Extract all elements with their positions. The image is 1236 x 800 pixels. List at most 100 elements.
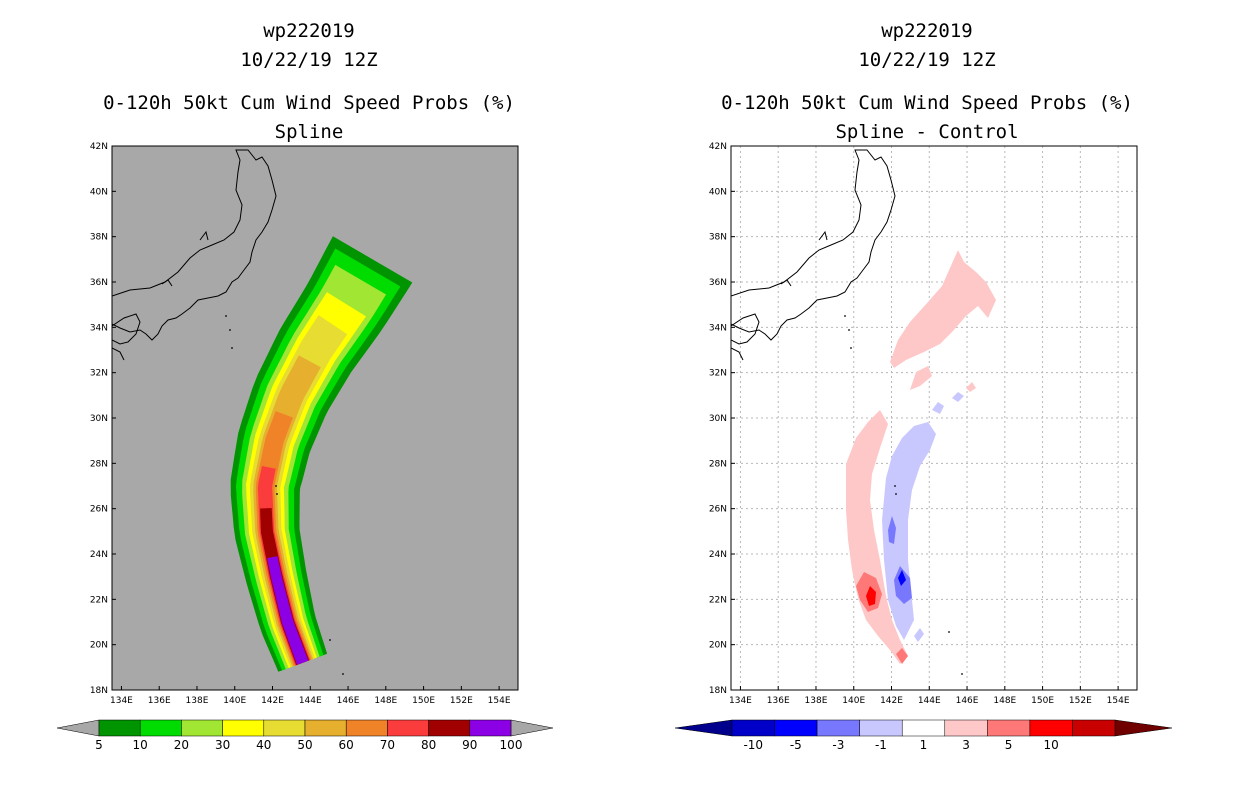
left-x-tick-label: 148E xyxy=(374,696,397,706)
colorbar-swatch xyxy=(987,719,1031,737)
left-y-tick-label: 26N xyxy=(90,505,108,515)
prob-band-80 xyxy=(260,508,310,666)
colorbar-swatch xyxy=(263,719,306,737)
colorbar-swatch xyxy=(901,719,946,737)
right-x-tick-label: 138E xyxy=(805,696,828,706)
negative-diff-core-north xyxy=(888,516,896,544)
left-y-tick-label: 20N xyxy=(90,641,108,651)
left-title-method: Spline xyxy=(275,121,344,143)
colorbar-low-arrow xyxy=(56,719,100,737)
colorbar-label: 100 xyxy=(500,738,523,752)
left-y-tick-label: 42N xyxy=(90,142,108,152)
left-y-tick-label: 32N xyxy=(90,369,108,379)
colorbar-swatch xyxy=(774,719,818,737)
colorbar-swatch xyxy=(139,719,182,737)
right-x-tick-label: 146E xyxy=(956,696,979,706)
colorbar-label: 80 xyxy=(421,738,436,752)
negative-diff-peak xyxy=(898,570,906,586)
right-title-product: 0-120h 50kt Cum Wind Speed Probs (%) xyxy=(721,92,1133,114)
right-x-tick-label: 136E xyxy=(767,696,790,706)
colorbar-high-arrow xyxy=(510,719,554,737)
right-x-tick-label: 154E xyxy=(1107,696,1130,706)
right-map-background xyxy=(731,146,1137,690)
colorbar-swatch xyxy=(859,719,903,737)
colorbar-swatch xyxy=(816,719,860,737)
left-y-tick-label: 28N xyxy=(90,459,108,469)
left-y-tick-label: 34N xyxy=(90,323,108,333)
colorbar-label: 70 xyxy=(380,738,395,752)
colorbar-swatch xyxy=(98,719,141,737)
left-x-tick-label: 140E xyxy=(223,696,246,706)
left-x-tick-label: 138E xyxy=(186,696,209,706)
right-y-tick-label: 28N xyxy=(709,459,727,469)
left-x-tick-label: 146E xyxy=(337,696,360,706)
negative-diff-blob-1 xyxy=(932,402,944,414)
colorbar-label: 90 xyxy=(462,738,477,752)
right-y-tick-label: 20N xyxy=(709,641,727,651)
colorbar-label: 30 xyxy=(215,738,230,752)
left-x-tick-label: 142E xyxy=(261,696,284,706)
colorbar-swatch xyxy=(428,719,471,737)
left-x-tick-label: 154E xyxy=(488,696,511,706)
colorbar-label: 20 xyxy=(174,738,189,752)
left-y-tick-label: 24N xyxy=(90,550,108,560)
left-x-tick-label: 144E xyxy=(299,696,322,706)
positive-diff-blob-1 xyxy=(910,366,932,390)
colorbar-swatch xyxy=(181,719,223,737)
colorbar-label: 50 xyxy=(297,738,312,752)
colorbar-label: 1 xyxy=(920,738,928,752)
left-title-product: 0-120h 50kt Cum Wind Speed Probs (%) xyxy=(103,92,515,114)
left-x-tick-label: 136E xyxy=(148,696,171,706)
positive-diff-peak xyxy=(866,586,876,606)
probability-bands xyxy=(230,236,413,672)
colorbar-swatch xyxy=(1072,719,1116,737)
right-x-tick-label: 148E xyxy=(993,696,1016,706)
right-title-storm: wp222019 xyxy=(881,20,973,42)
right-x-tick-label: 144E xyxy=(918,696,941,706)
prob-band-90 xyxy=(267,556,309,665)
left-y-tick-label: 18N xyxy=(90,686,108,696)
left-axis-ticks: 134E 136E 138E 140E 142E 144E 146E 148E 150E 152E… xyxy=(90,142,511,706)
left-y-tick-label: 36N xyxy=(90,278,108,288)
right-axis-ticks: 134E 136E 138E 140E 142E 144E 146E 148E 150E 152E… xyxy=(709,142,1130,706)
left-x-tick-label: 150E xyxy=(412,696,435,706)
positive-diff-blob-2 xyxy=(966,382,976,392)
colorbar-label: 60 xyxy=(339,738,354,752)
left-colorbar: 5 10 20 30 40 50 60 70 80 90 100 xyxy=(56,719,554,752)
colorbar-label: -5 xyxy=(790,738,802,752)
colorbar-label: 10 xyxy=(133,738,148,752)
right-x-tick-label: 152E xyxy=(1069,696,1092,706)
colorbar-swatch xyxy=(387,719,429,737)
left-y-tick-label: 30N xyxy=(90,414,108,424)
colorbar-label: 3 xyxy=(962,738,970,752)
left-map-panel: 134E 136E 138E 140E 142E 144E 146E 148E 150E 152E… xyxy=(90,142,519,706)
right-title: wp222019 10/22/19 12Z 0-120h 50kt Cum Wi… xyxy=(721,20,1133,143)
colorbar-label: -1 xyxy=(875,738,887,752)
positive-diff-region-north xyxy=(890,250,996,368)
right-y-tick-label: 18N xyxy=(709,686,727,696)
colorbar-swatch xyxy=(304,719,347,737)
colorbar-label: -3 xyxy=(832,738,844,752)
left-y-tick-label: 40N xyxy=(90,187,108,197)
right-y-tick-label: 30N xyxy=(709,414,727,424)
left-title-date: 10/22/19 12Z xyxy=(240,49,377,71)
right-gridlines xyxy=(731,146,1137,690)
negative-diff-blob-2 xyxy=(952,392,964,402)
left-title-storm: wp222019 xyxy=(263,20,355,42)
negative-diff-blob-3 xyxy=(914,628,924,642)
colorbar-high-arrow xyxy=(1114,719,1173,737)
colorbar-swatch xyxy=(1029,719,1073,737)
right-y-tick-label: 38N xyxy=(709,233,727,243)
right-colorbar: -10 -5 -3 -1 1 3 5 10 xyxy=(674,719,1173,752)
right-y-tick-label: 26N xyxy=(709,505,727,515)
colorbar-swatch xyxy=(944,719,988,737)
right-title-date: 10/22/19 12Z xyxy=(858,49,995,71)
positive-diff-tip xyxy=(896,648,908,664)
colorbar-label: 5 xyxy=(95,738,103,752)
right-y-tick-label: 42N xyxy=(709,142,727,152)
right-y-tick-label: 32N xyxy=(709,369,727,379)
left-y-tick-label: 22N xyxy=(90,595,108,605)
right-map-panel: 134E 136E 138E 140E 142E 144E 146E 148E 150E 152E… xyxy=(709,142,1138,706)
left-title: wp222019 10/22/19 12Z 0-120h 50kt Cum Wi… xyxy=(103,20,515,143)
